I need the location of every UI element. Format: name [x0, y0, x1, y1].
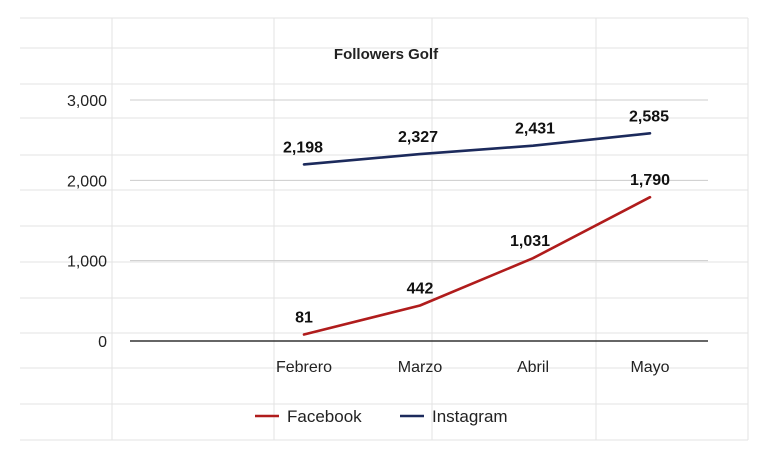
spreadsheet-grid: [20, 17, 749, 441]
legend-item-instagram: Instagram: [400, 407, 508, 426]
data-label: 442: [407, 280, 434, 297]
series-facebook: 81 442 1,031 1,790: [295, 172, 670, 336]
x-tick-label: Mayo: [630, 359, 669, 376]
x-axis: Febrero Marzo Abril Mayo: [276, 359, 670, 376]
x-tick-label: Abril: [517, 359, 549, 376]
y-tick-label: 3,000: [67, 93, 107, 110]
legend-item-facebook: Facebook: [255, 407, 362, 426]
data-label: 1,031: [510, 233, 550, 250]
legend-label: Instagram: [432, 407, 508, 426]
legend: Facebook Instagram: [255, 407, 508, 426]
x-tick-label: Marzo: [398, 359, 443, 376]
data-label: 2,585: [629, 108, 669, 125]
data-label: 2,431: [515, 121, 555, 138]
y-axis: 0 1,000 2,000 3,000: [67, 93, 708, 351]
series-layer: 81 442 1,031 1,790 2,198 2,327 2,431 2,585: [283, 108, 670, 336]
y-tick-label: 0: [98, 334, 107, 351]
x-tick-label: Febrero: [276, 359, 332, 376]
y-tick-label: 2,000: [67, 173, 107, 190]
data-label: 2,327: [398, 129, 438, 146]
data-label: 2,198: [283, 139, 323, 156]
legend-label: Facebook: [287, 407, 362, 426]
series-line: [302, 195, 652, 336]
y-tick-label: 1,000: [67, 254, 107, 271]
chart-title: Followers Golf: [334, 46, 439, 63]
data-label: 1,790: [630, 172, 670, 189]
series-instagram: 2,198 2,327 2,431 2,585: [283, 108, 669, 166]
data-label: 81: [295, 309, 313, 326]
series-line: [302, 132, 652, 166]
